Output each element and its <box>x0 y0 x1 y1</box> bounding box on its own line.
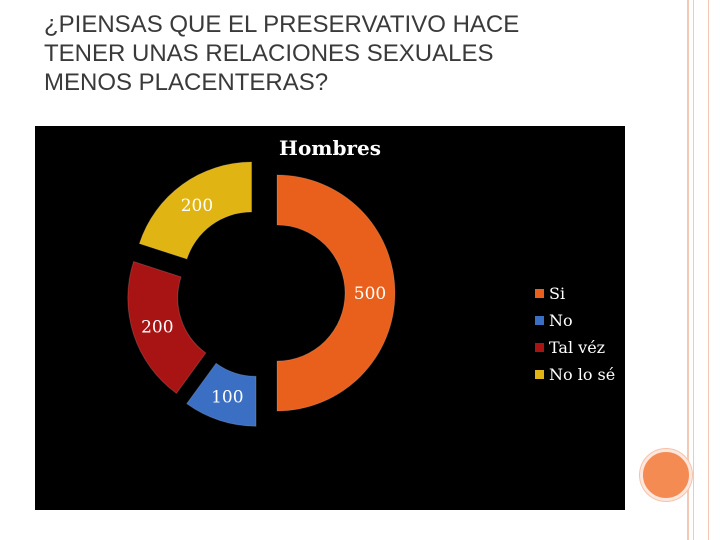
slide-title: ¿PIENSAS QUE EL PRESERVATIVO HACE TENER … <box>44 11 520 96</box>
data-label-no: 100 <box>211 388 243 408</box>
chart-slices <box>127 161 396 427</box>
legend-label-no-lo-se: No lo sé <box>549 365 615 384</box>
chart-data-labels: 500 100 200 200 <box>141 196 386 408</box>
chart-panel: Hombres 500 100 200 200 Si No Tal véz No lo sé <box>35 126 625 510</box>
legend-swatch-tal-vez <box>535 343 544 352</box>
legend-swatch-no-lo-se <box>535 370 544 379</box>
slice-no-lo-se <box>138 161 253 260</box>
decorative-line <box>687 0 689 540</box>
chart-title: Hombres <box>279 136 381 160</box>
chart-legend: Si No Tal véz No lo sé <box>535 284 615 384</box>
decorative-line <box>708 0 709 540</box>
legend-label-no: No <box>549 311 573 330</box>
donut-chart: Hombres 500 100 200 200 Si No Tal véz No lo sé <box>127 136 615 427</box>
slice-si <box>276 174 396 412</box>
legend-swatch-si <box>535 289 544 298</box>
data-label-tal-vez: 200 <box>141 318 173 338</box>
legend-label-si: Si <box>549 284 565 303</box>
slice-no <box>185 362 257 427</box>
decorative-line <box>693 0 694 540</box>
data-label-si: 500 <box>354 284 386 304</box>
slice-tal-vez <box>127 260 207 395</box>
decorative-circle <box>640 449 692 501</box>
data-label-no-lo-se: 200 <box>181 196 213 216</box>
legend-label-tal-vez: Tal véz <box>549 338 605 357</box>
legend-swatch-no <box>535 316 544 325</box>
